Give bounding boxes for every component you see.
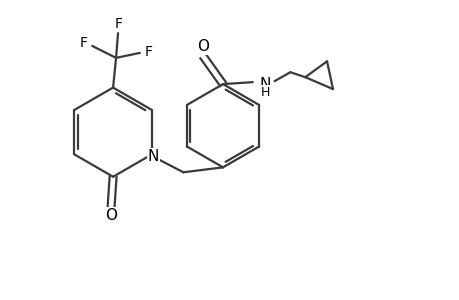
Text: O: O — [105, 208, 117, 223]
Text: F: F — [145, 45, 152, 59]
Text: F: F — [115, 17, 123, 31]
Text: N: N — [148, 149, 159, 164]
Text: O: O — [197, 39, 209, 54]
Text: F: F — [79, 36, 87, 50]
Text: N: N — [259, 76, 271, 92]
Text: H: H — [260, 85, 270, 98]
